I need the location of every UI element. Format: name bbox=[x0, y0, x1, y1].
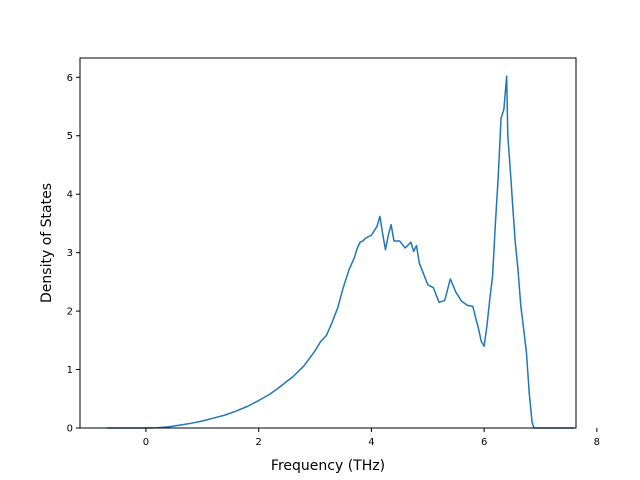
line-layer bbox=[106, 75, 575, 429]
x-tick-label: 2 bbox=[255, 437, 261, 448]
y-tick-label: 1 bbox=[67, 365, 73, 376]
x-tick-label: 6 bbox=[481, 437, 487, 448]
x-axis-label: Frequency (THz) bbox=[271, 458, 385, 474]
plot-area bbox=[80, 58, 576, 428]
y-tick-label: 4 bbox=[67, 190, 73, 201]
x-axis-ticks: 0 2 4 6 8 bbox=[143, 428, 600, 448]
y-axis-label: Density of States bbox=[39, 183, 55, 303]
y-tick-label: 3 bbox=[67, 248, 73, 259]
y-tick-label: 2 bbox=[67, 307, 73, 318]
x-tick-label: 8 bbox=[594, 437, 600, 448]
plot-frame bbox=[79, 57, 577, 429]
dos-line bbox=[106, 75, 575, 429]
y-tick-label: 6 bbox=[67, 73, 73, 84]
x-tick-label: 4 bbox=[368, 437, 374, 448]
y-axis-ticks: 0 1 2 3 4 5 6 bbox=[67, 73, 80, 435]
y-tick-label: 0 bbox=[67, 424, 73, 435]
x-tick-label: 0 bbox=[143, 437, 149, 448]
y-tick-label: 5 bbox=[67, 131, 73, 142]
